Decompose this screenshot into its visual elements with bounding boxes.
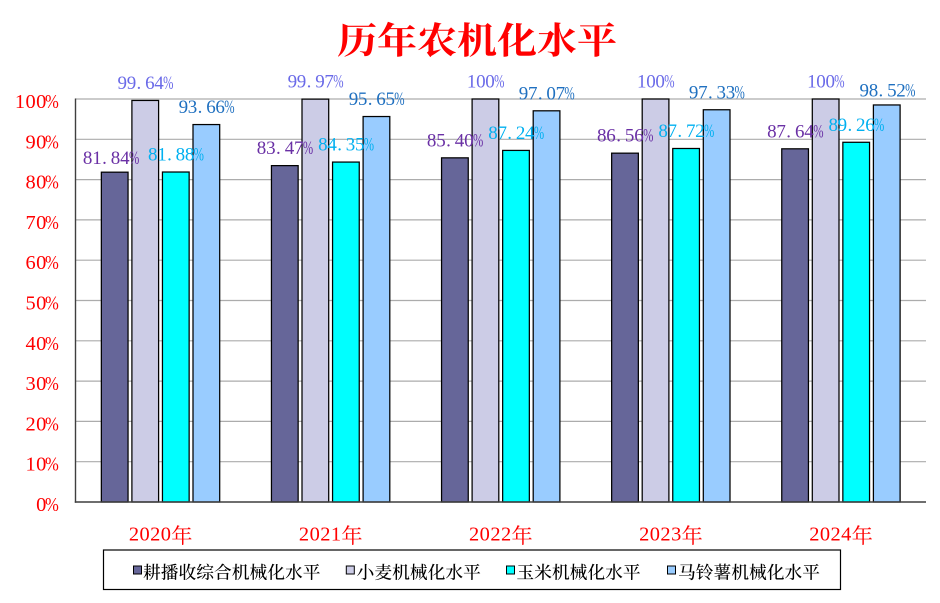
svg-text:100%: 100% [807, 72, 845, 93]
svg-text:70%: 70% [25, 212, 58, 234]
svg-text:30%: 30% [25, 373, 58, 395]
svg-text:84.35%: 84.35% [318, 135, 374, 156]
svg-text:98.52%: 98.52% [860, 80, 916, 101]
svg-text:85.40%: 85.40% [427, 130, 484, 151]
svg-text:95.65%: 95.65% [349, 89, 405, 110]
svg-text:87.24%: 87.24% [488, 123, 544, 144]
svg-text:97.33%: 97.33% [689, 82, 745, 103]
svg-text:89.26%: 89.26% [828, 115, 884, 136]
svg-text:2021: 2021 [299, 524, 341, 546]
svg-text:2023: 2023 [639, 524, 681, 546]
svg-text:99.64%: 99.64% [118, 73, 174, 94]
svg-text:50%: 50% [25, 293, 58, 315]
svg-text:87.64%: 87.64% [767, 121, 824, 142]
svg-text:80%: 80% [25, 172, 58, 194]
svg-text:10%: 10% [25, 454, 58, 476]
svg-text:99.97%: 99.97% [288, 72, 344, 93]
svg-text:2024: 2024 [809, 524, 851, 546]
svg-text:2020: 2020 [129, 524, 171, 546]
svg-text:0%: 0% [36, 494, 59, 516]
svg-text:83.47%: 83.47% [257, 138, 314, 159]
svg-text:100%: 100% [467, 72, 505, 93]
svg-text:81.84%: 81.84% [83, 148, 140, 169]
svg-text:86.56%: 86.56% [597, 126, 654, 147]
svg-text:100%: 100% [637, 72, 675, 93]
svg-text:60%: 60% [25, 252, 58, 274]
svg-text:97.07%: 97.07% [519, 83, 575, 104]
svg-text:20%: 20% [25, 413, 58, 435]
svg-text:40%: 40% [25, 333, 58, 355]
svg-text:2022: 2022 [469, 524, 511, 546]
svg-text:81.88%: 81.88% [148, 145, 204, 166]
svg-text:87.72%: 87.72% [658, 121, 714, 142]
svg-text:100%: 100% [15, 91, 59, 113]
svg-text:93.66%: 93.66% [179, 97, 235, 118]
svg-text:90%: 90% [25, 131, 58, 153]
